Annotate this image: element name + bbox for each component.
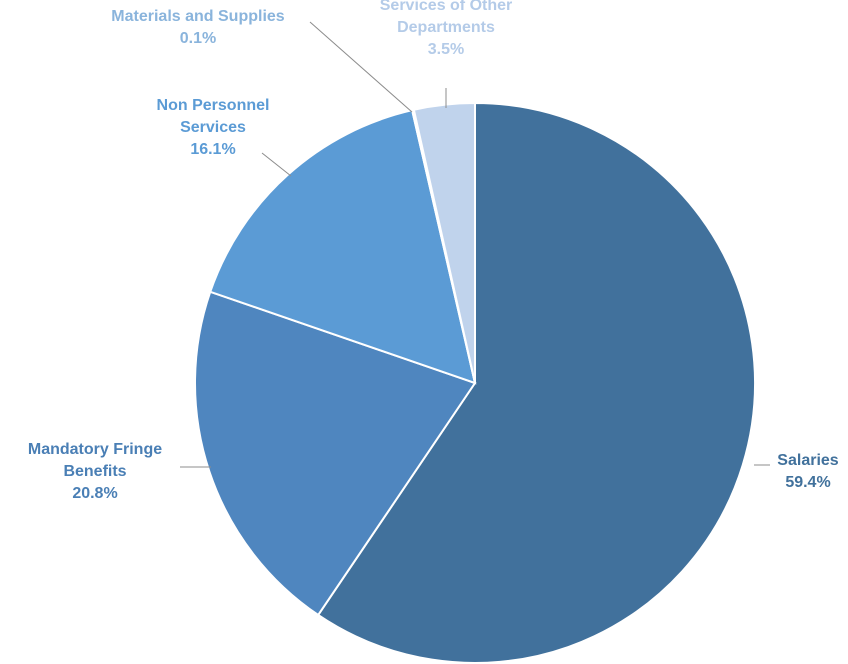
pie-slice-mandatory-fringe-benefits xyxy=(194,290,477,617)
slice-name: Non Personnel xyxy=(157,97,270,114)
leader-line xyxy=(261,152,292,177)
slice-name: Mandatory Fringe xyxy=(28,441,162,458)
slice-percent: 3.5% xyxy=(428,41,464,58)
slice-label: Services of Other Departments 3.5% xyxy=(380,0,513,58)
slice-name: Services of Other xyxy=(380,0,513,14)
leader-line xyxy=(309,21,413,113)
slice-percent: 59.4% xyxy=(785,474,830,491)
slice-label: Mandatory Fringe Benefits 20.8% xyxy=(28,441,162,502)
slice-name: Departments xyxy=(397,19,495,36)
slice-name: Materials and Supplies xyxy=(111,8,284,25)
slice-name: Services xyxy=(180,119,246,136)
slice-label: Materials and Supplies 0.1% xyxy=(111,8,284,47)
slice-percent: 20.8% xyxy=(72,485,117,502)
pie-slice-salaries xyxy=(316,101,756,664)
pie-slice-non-personnel-services xyxy=(208,108,477,385)
slice-name: Benefits xyxy=(63,463,126,480)
slice-percent: 16.1% xyxy=(190,141,235,158)
slice-label: Salaries 59.4% xyxy=(777,452,838,491)
slice-name: Salaries xyxy=(777,452,838,469)
slice-percent: 0.1% xyxy=(180,30,216,47)
slice-label: Non Personnel Services 16.1% xyxy=(157,97,270,158)
pie-slice-services-of-other-departments xyxy=(412,101,476,384)
